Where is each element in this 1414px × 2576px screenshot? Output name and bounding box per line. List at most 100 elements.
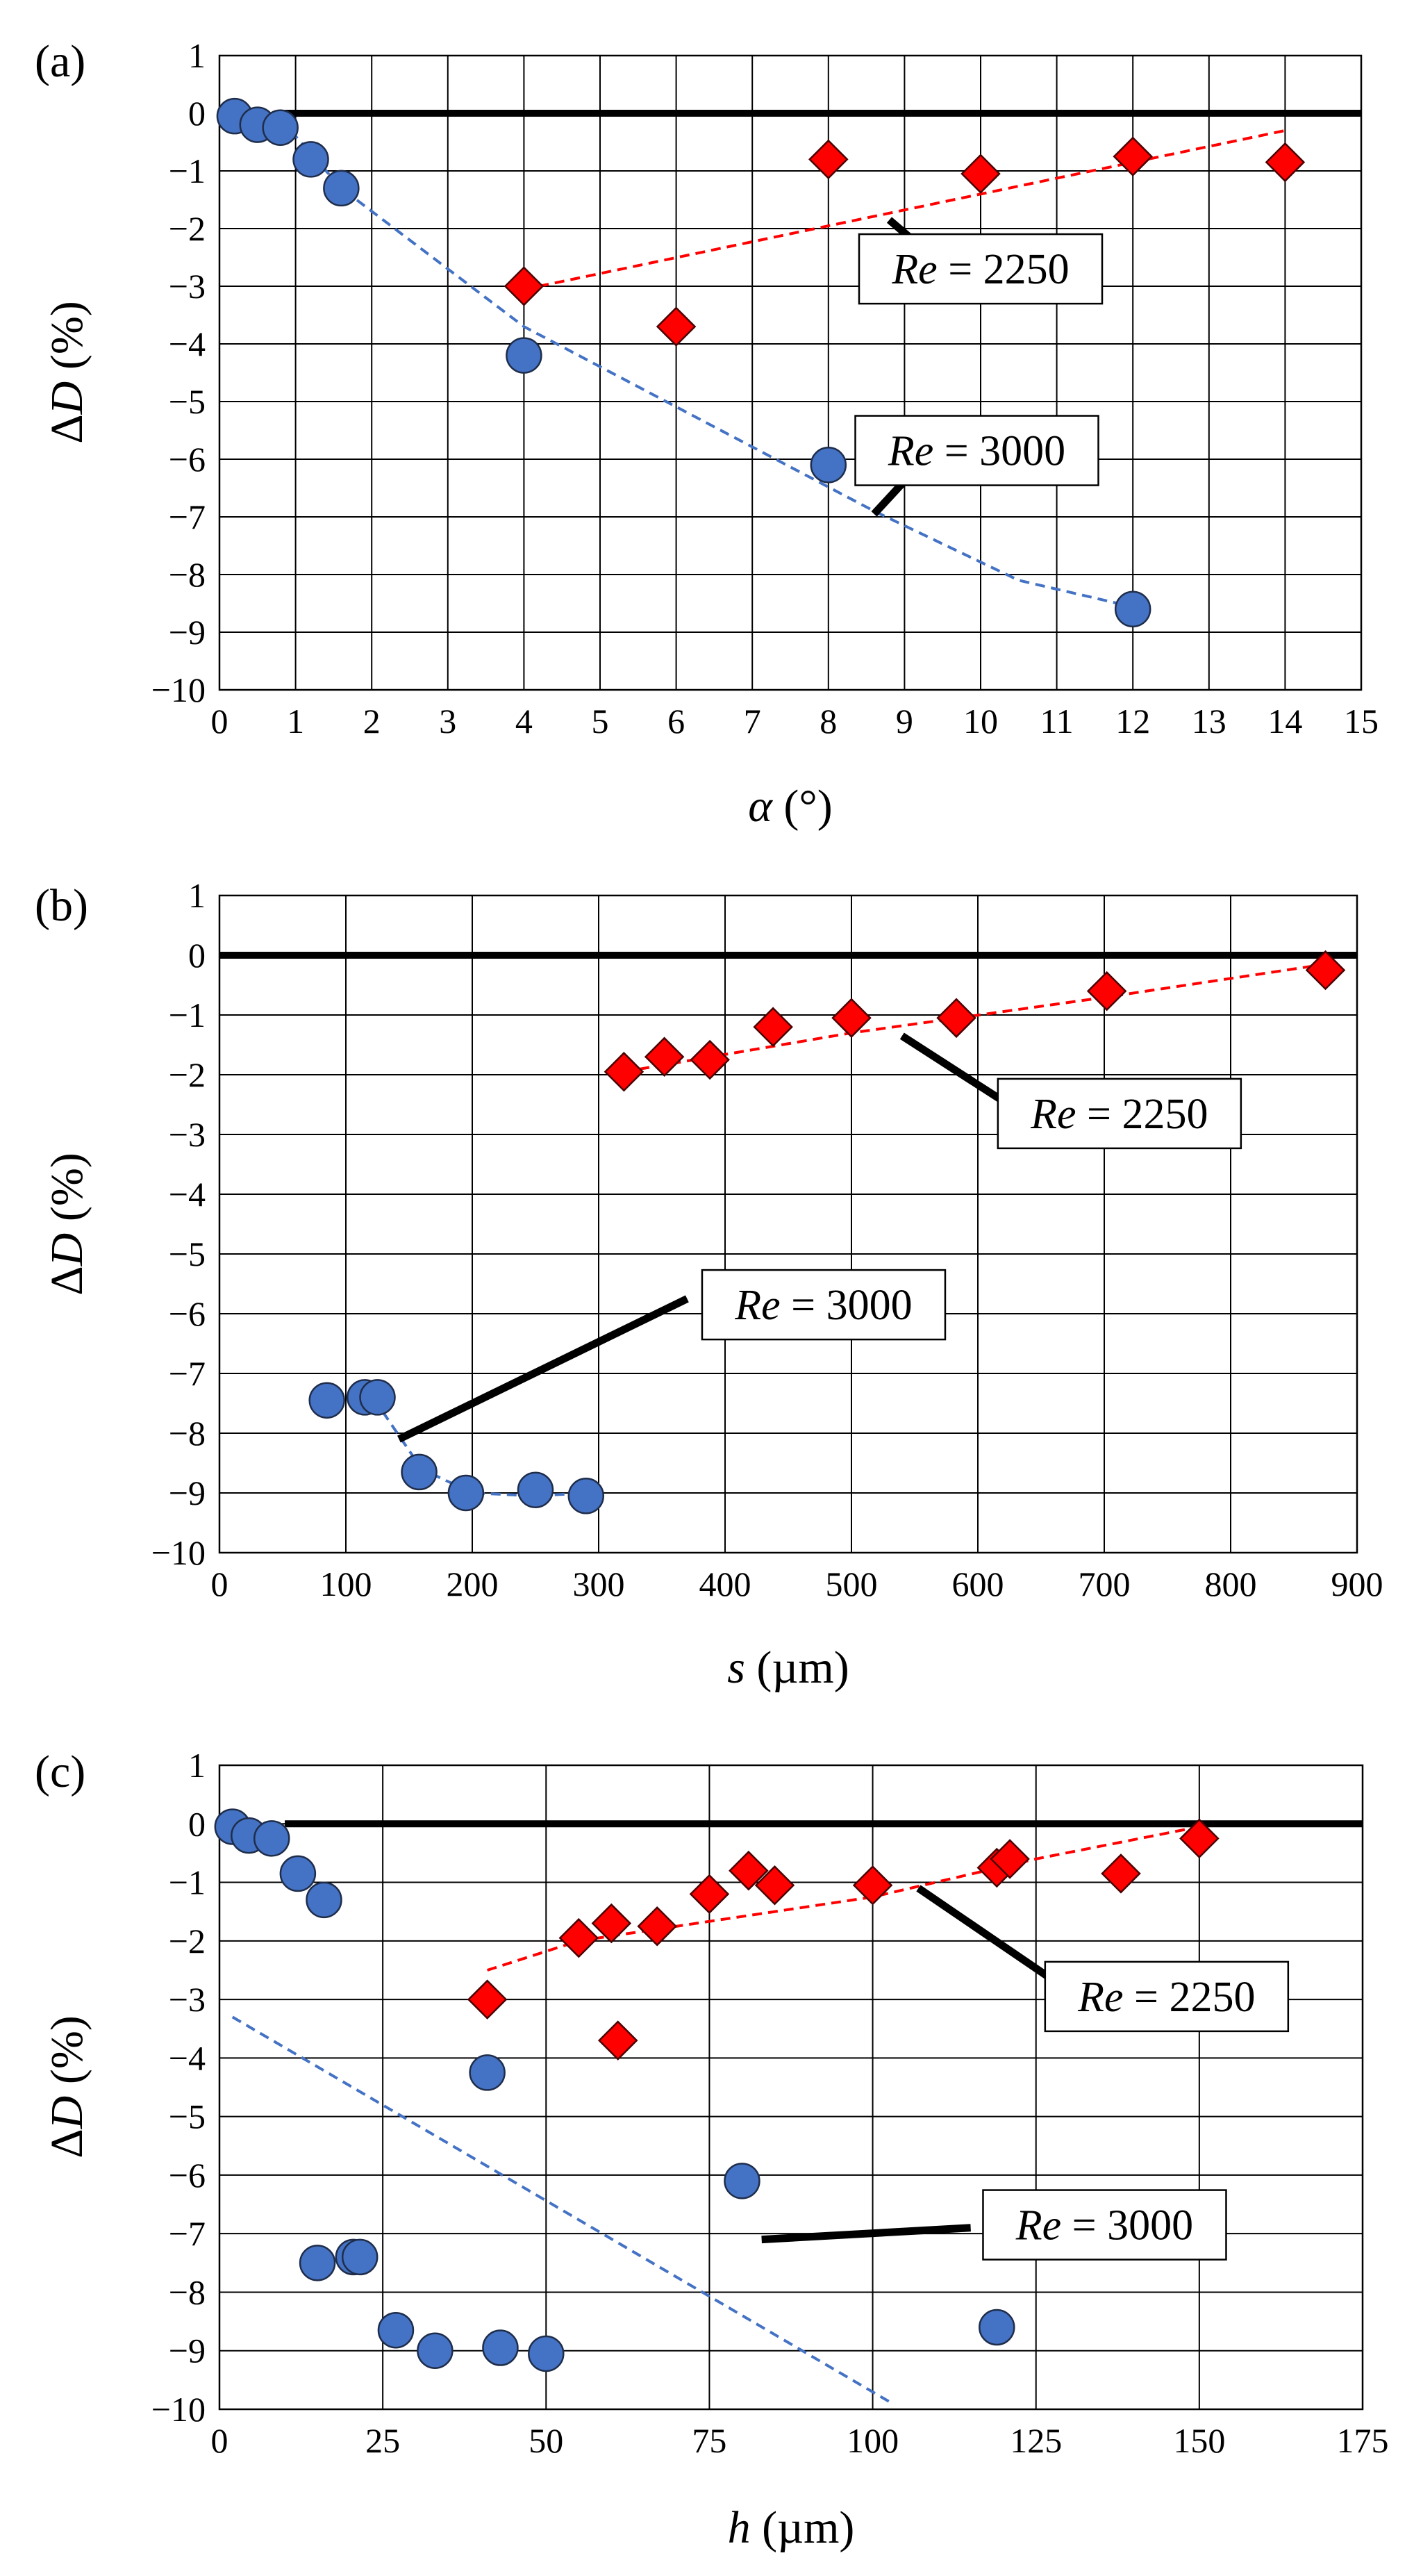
annotation-value: = 2250 bbox=[1076, 1091, 1208, 1138]
annotation-box bbox=[982, 2189, 1227, 2261]
panel-label: (c) bbox=[35, 1747, 85, 1797]
y-axis-variable: D bbox=[42, 381, 92, 415]
x-tick-label: 900 bbox=[1331, 1564, 1383, 1603]
x-axis-unit: (°) bbox=[772, 781, 833, 832]
data-point-circle bbox=[528, 2335, 565, 2372]
x-tick-label: 11 bbox=[1040, 702, 1074, 741]
data-point-diamond bbox=[754, 1865, 795, 1906]
plot-frame bbox=[218, 894, 1358, 1554]
data-point-circle bbox=[469, 2054, 506, 2091]
x-axis-title: α (°) bbox=[748, 781, 833, 832]
y-axis-unit: (%) bbox=[42, 301, 92, 381]
x-tick-label: 14 bbox=[1267, 702, 1302, 741]
data-point-circle bbox=[308, 1382, 345, 1419]
x-tick-label: 9 bbox=[896, 702, 913, 741]
y-axis-delta: Δ bbox=[42, 2129, 92, 2158]
y-axis-title: ΔD (%) bbox=[42, 1153, 92, 1296]
data-point-circle bbox=[323, 170, 360, 207]
data-point-circle bbox=[979, 2309, 1015, 2346]
x-tick-label: 6 bbox=[667, 702, 685, 741]
y-tick-label: −7 bbox=[169, 2214, 206, 2253]
y-tick-label: −6 bbox=[169, 2156, 206, 2195]
x-tick-label: 25 bbox=[365, 2421, 400, 2460]
y-tick-label: −2 bbox=[169, 1922, 206, 1960]
data-point-diamond bbox=[753, 1007, 793, 1047]
data-point-diamond bbox=[831, 998, 872, 1039]
annotation-box bbox=[858, 233, 1104, 305]
y-tick-label: −2 bbox=[169, 209, 206, 248]
x-tick-label: 125 bbox=[1010, 2421, 1062, 2460]
annotation-variable: Re bbox=[1077, 1974, 1123, 2021]
y-tick-label: −1 bbox=[169, 996, 206, 1034]
annotation-label: Re = 2250 bbox=[1030, 1091, 1208, 1138]
trendline-re-3000 bbox=[279, 117, 1118, 605]
chart-panel-3: (c) 0 25 50 75 100 125 150 175 1 0 −1 −2 −3 −4 −5 −6 −7 −8… bbox=[35, 1746, 1389, 2553]
annotation-label: Re = 3000 bbox=[734, 1282, 912, 1329]
annotation-variable: Re bbox=[891, 246, 937, 293]
annotation-leader-line bbox=[397, 1295, 689, 1443]
data-point-circle bbox=[517, 1471, 554, 1508]
x-tick-label: 150 bbox=[1173, 2421, 1225, 2460]
annotation-box bbox=[854, 415, 1099, 486]
annotation-label: Re = 3000 bbox=[1015, 2202, 1193, 2249]
annotation-leader-line bbox=[761, 2224, 971, 2244]
annotation-variable: Re bbox=[734, 1282, 780, 1329]
y-tick-label: −1 bbox=[169, 151, 206, 190]
y-tick-label: −5 bbox=[169, 382, 206, 421]
x-tick-label: 0 bbox=[211, 2421, 228, 2460]
x-tick-label: 8 bbox=[820, 702, 837, 741]
x-tick-label: 200 bbox=[447, 1564, 499, 1603]
data-point-circle bbox=[292, 141, 329, 178]
chart-panel-1: (a)0 1 2 3 4 5 6 7 8 9 10 11 12 13 14 1510−1−2−3−4−5−6−… bbox=[35, 36, 1379, 832]
y-tick-label: −9 bbox=[169, 2331, 206, 2370]
y-tick-label: −5 bbox=[169, 1235, 206, 1273]
y-tick-label: 0 bbox=[188, 1804, 206, 1843]
data-point-diamond bbox=[656, 306, 697, 347]
y-tick-label: 0 bbox=[188, 936, 206, 975]
y-tick-label: 1 bbox=[188, 36, 206, 75]
x-axis-unit: (µm) bbox=[751, 2502, 855, 2553]
x-tick-label: 0 bbox=[211, 702, 228, 741]
annotation-box bbox=[1044, 1960, 1290, 2033]
data-point-diamond bbox=[690, 1039, 730, 1080]
data-point-diamond bbox=[591, 1903, 632, 1944]
annotation-variable: Re bbox=[1030, 1091, 1076, 1138]
data-point-circle bbox=[279, 1855, 317, 1892]
annotation-label: Re = 2250 bbox=[891, 246, 1069, 293]
data-point-diamond bbox=[558, 1917, 599, 1958]
annotation-variable: Re bbox=[888, 428, 933, 475]
data-point-diamond bbox=[1179, 1818, 1220, 1859]
x-axis-title: h (µm) bbox=[728, 2502, 855, 2553]
y-axis-title: ΔD (%) bbox=[42, 301, 92, 444]
annotation-value: = 3000 bbox=[933, 428, 1065, 475]
y-tick-label: −3 bbox=[169, 1980, 206, 2019]
data-point-diamond bbox=[467, 1979, 508, 2020]
x-tick-label: 50 bbox=[529, 2421, 563, 2460]
x-tick-label: 800 bbox=[1205, 1564, 1257, 1603]
trendline-re-2250 bbox=[624, 962, 1326, 1073]
y-tick-label: −4 bbox=[169, 2038, 206, 2077]
y-tick-label: −6 bbox=[169, 1294, 206, 1333]
data-point-diamond bbox=[990, 1839, 1030, 1879]
x-tick-label: 100 bbox=[847, 2421, 899, 2460]
y-tick-label: −10 bbox=[151, 2390, 206, 2429]
y-tick-label: −8 bbox=[169, 2272, 206, 2311]
annotation-value: = 2250 bbox=[938, 246, 1070, 293]
data-point-circle bbox=[401, 1453, 438, 1491]
y-tick-label: −3 bbox=[169, 267, 206, 306]
y-axis-unit: (%) bbox=[42, 2015, 92, 2095]
y-tick-label: −4 bbox=[169, 324, 206, 363]
y-tick-label: −7 bbox=[169, 497, 206, 536]
y-tick-label: −10 bbox=[151, 670, 206, 709]
data-point-circle bbox=[377, 2311, 415, 2349]
y-tick-label: −5 bbox=[169, 2097, 206, 2136]
data-point-diamond bbox=[1086, 971, 1127, 1012]
y-tick-label: −9 bbox=[169, 613, 206, 652]
trendline-re-2250 bbox=[486, 1825, 1200, 1972]
x-tick-label: 5 bbox=[592, 702, 609, 741]
annotation-value: = 3000 bbox=[1061, 2202, 1193, 2249]
y-axis-variable: D bbox=[42, 1233, 92, 1267]
data-point-diamond bbox=[852, 1865, 893, 1906]
y-tick-label: −3 bbox=[169, 1115, 206, 1154]
